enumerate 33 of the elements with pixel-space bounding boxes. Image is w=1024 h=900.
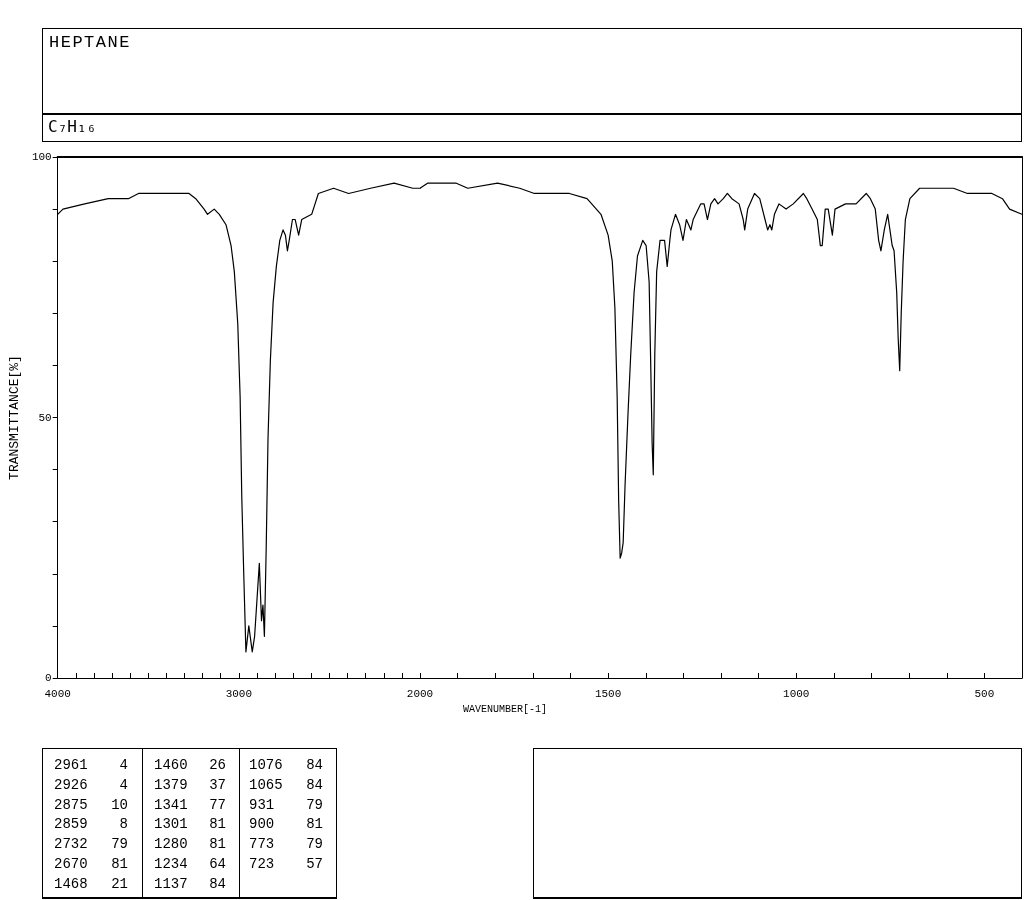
x-tick-label: 1000 xyxy=(783,687,810,700)
x-axis-title: WAVENUMBER[-1] xyxy=(462,703,548,715)
text: 1280 81 xyxy=(154,836,226,853)
text: 931 79 xyxy=(249,796,323,813)
x-tick-label: 4000 xyxy=(44,687,71,700)
x-tick-label: 3000 xyxy=(225,687,253,700)
text: 2859 8 xyxy=(54,816,128,833)
text: 1379 37 xyxy=(154,776,226,793)
text: 1301 81 xyxy=(154,816,226,833)
y-tick-label: 100 xyxy=(31,151,52,163)
x-tick-label: 1500 xyxy=(594,687,622,700)
chart-title: HEPTANE xyxy=(49,33,131,53)
text: 1076 84 xyxy=(249,757,323,773)
text: 1341 77 xyxy=(154,796,226,813)
text: 1460 26 xyxy=(154,757,226,773)
text: 2926 4 xyxy=(54,776,128,793)
y-axis-title: TRANSMITTANCE[%] xyxy=(7,355,22,480)
text: 1137 84 xyxy=(154,875,226,892)
text: 723 57 xyxy=(249,856,323,872)
y-tick-label: 0 xyxy=(45,672,52,684)
text: 1065 84 xyxy=(249,776,323,793)
text: 2670 81 xyxy=(54,856,128,872)
text: 1234 64 xyxy=(154,856,226,872)
text: 2961 4 xyxy=(54,757,128,773)
text: 2875 10 xyxy=(54,796,128,813)
text: 2732 79 xyxy=(54,836,128,853)
text: 773 79 xyxy=(249,836,323,853)
text: 1468 21 xyxy=(54,875,128,892)
x-tick-label: 2000 xyxy=(406,687,434,700)
text: 900 81 xyxy=(249,816,323,833)
chart-subtitle: C₇H₁₆ xyxy=(48,117,97,137)
x-tick-label: 500 xyxy=(974,687,995,700)
y-tick-label: 50 xyxy=(38,411,52,424)
